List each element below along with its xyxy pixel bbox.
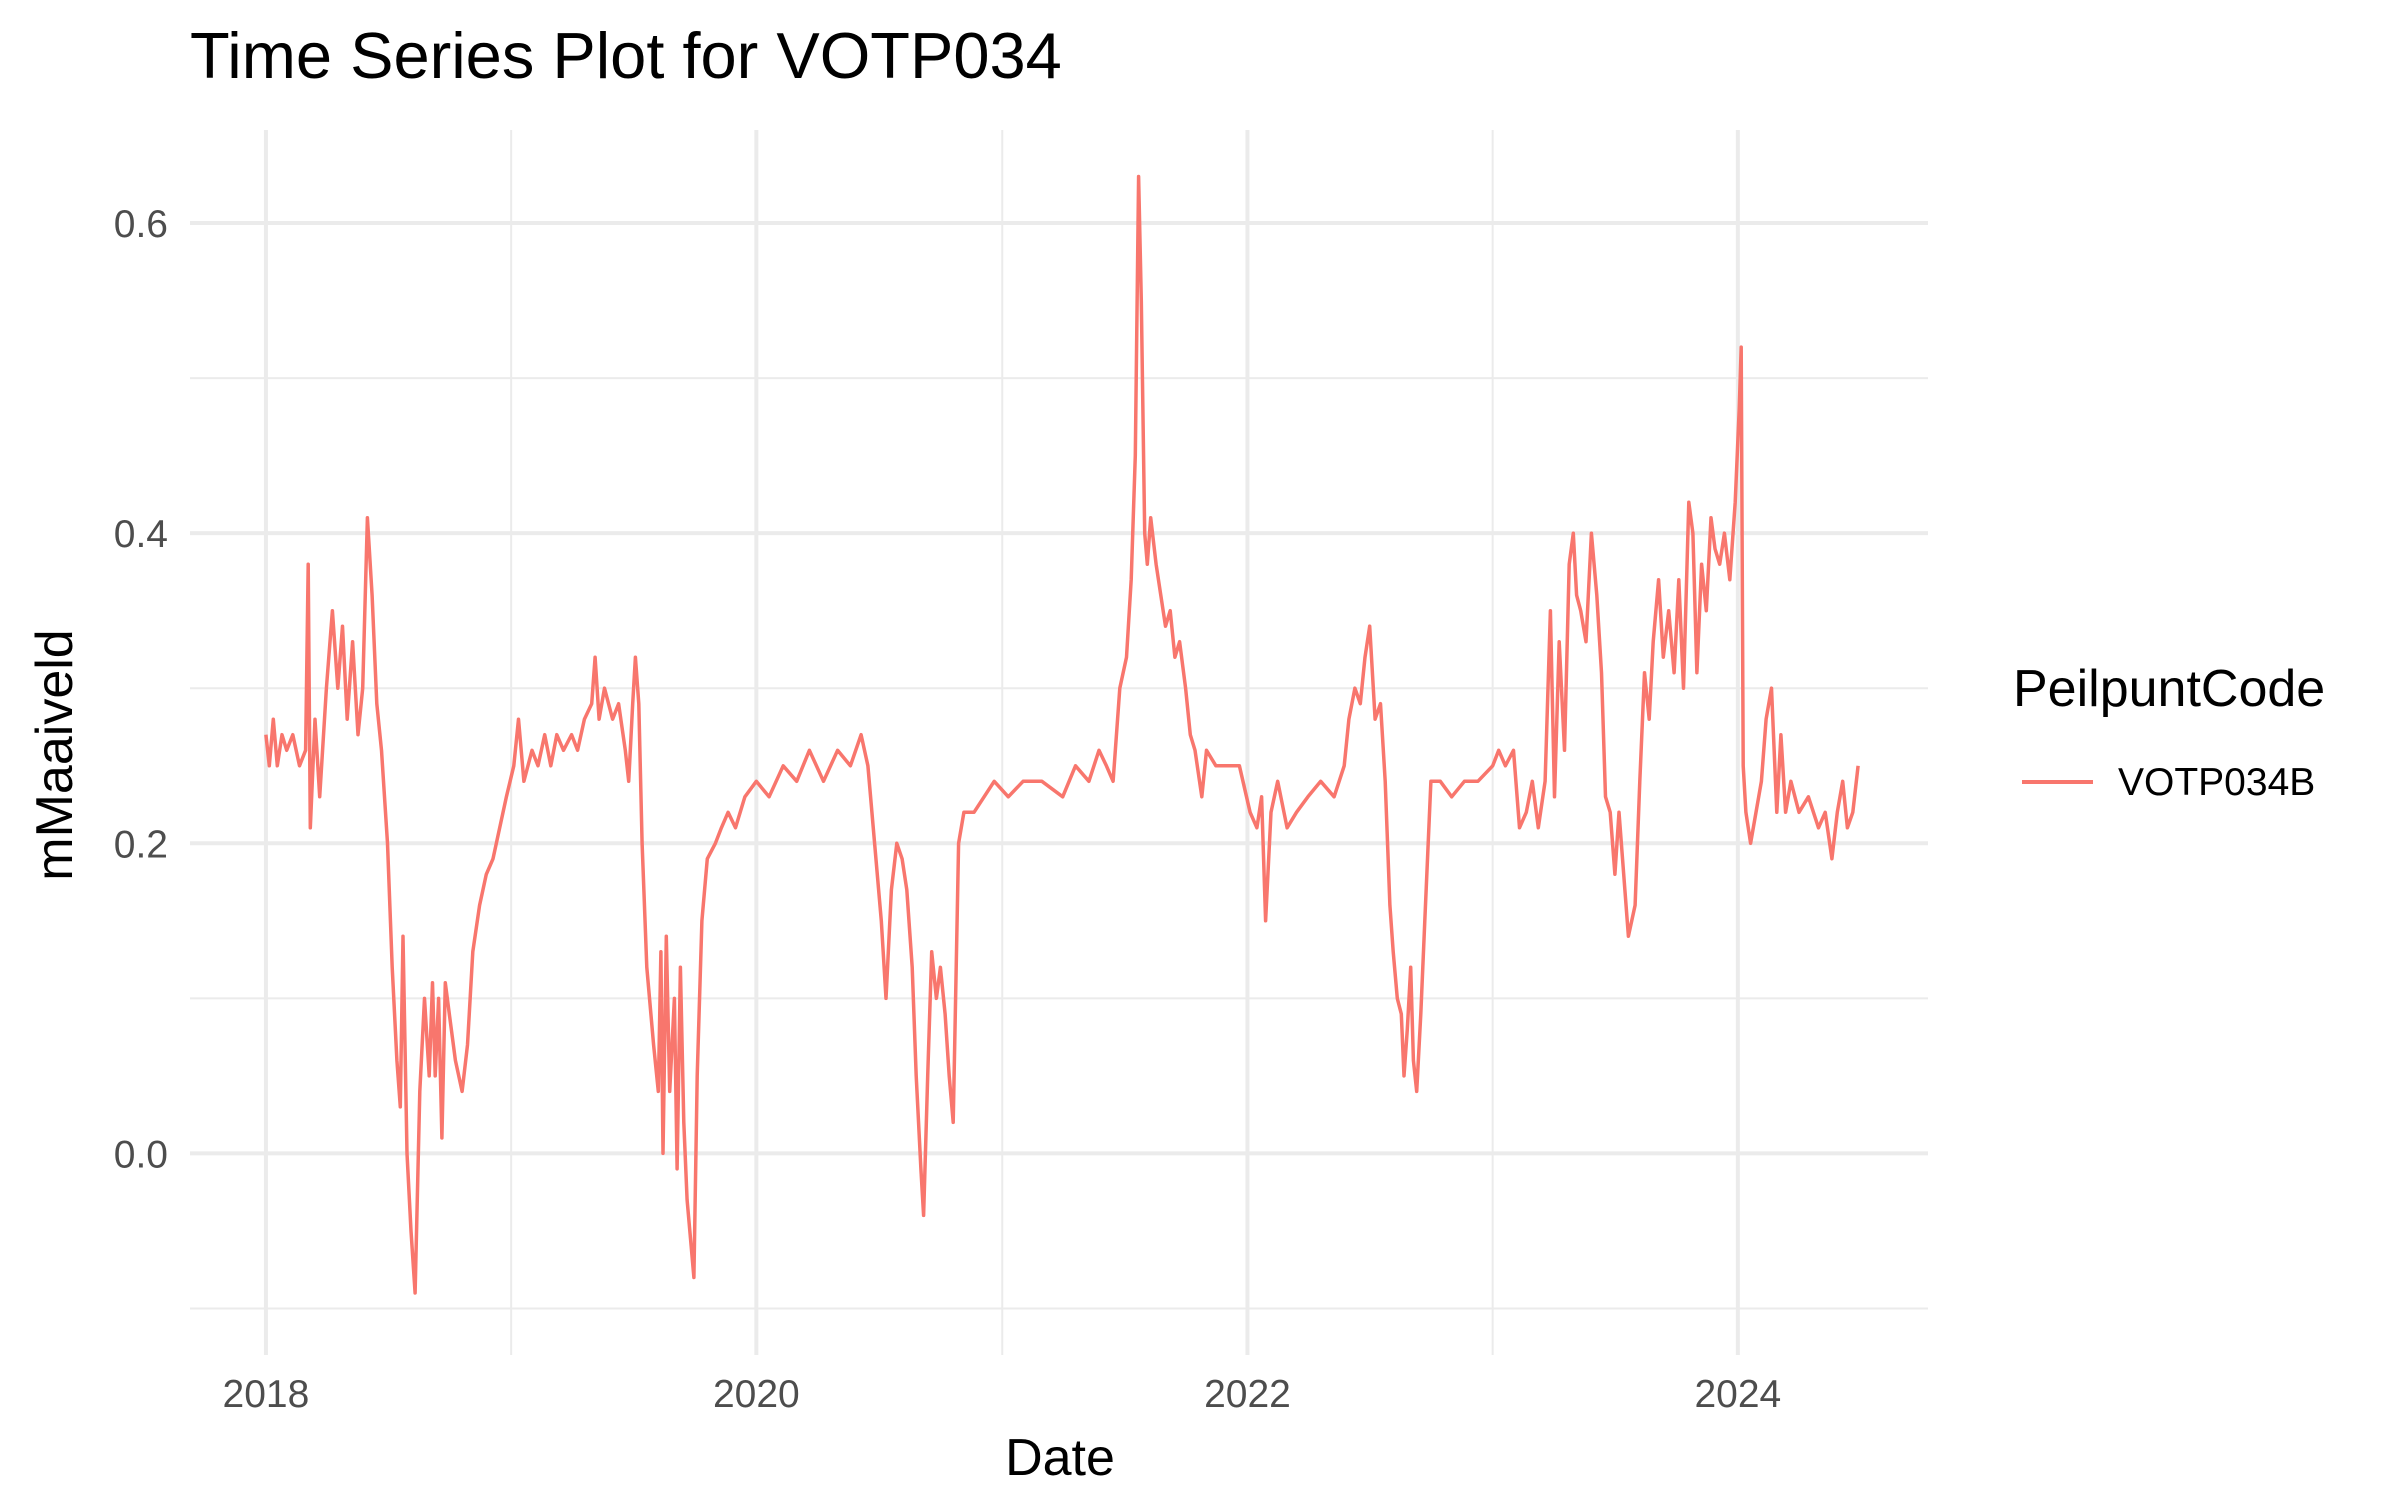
chart-title: Time Series Plot for VOTP034 bbox=[190, 19, 1062, 92]
y-tick-label: 0.2 bbox=[114, 823, 168, 866]
y-tick-label: 0.6 bbox=[114, 203, 168, 246]
y-tick-label: 0.0 bbox=[114, 1133, 168, 1176]
y-axis-title: mMaaiveld bbox=[26, 629, 84, 880]
x-tick-label: 2020 bbox=[713, 1373, 800, 1416]
series-line-votp034b bbox=[264, 174, 1860, 1295]
legend: PeilpuntCode VOTP034B bbox=[2013, 660, 2325, 804]
x-tick-label: 2024 bbox=[1694, 1373, 1781, 1416]
x-tick-labels: 2018 2020 2022 2024 bbox=[223, 1373, 1782, 1416]
x-tick-label: 2022 bbox=[1204, 1373, 1291, 1416]
x-axis-title: Date bbox=[1005, 1429, 1115, 1487]
legend-label-votp034b: VOTP034B bbox=[2118, 761, 2315, 804]
y-tick-labels: 0.0 0.2 0.4 0.6 bbox=[114, 203, 168, 1176]
legend-title: PeilpuntCode bbox=[2013, 660, 2325, 718]
y-tick-label: 0.4 bbox=[114, 513, 168, 556]
x-tick-label: 2018 bbox=[223, 1373, 310, 1416]
grid-lines bbox=[190, 130, 1928, 1355]
series-layer bbox=[264, 174, 1860, 1295]
